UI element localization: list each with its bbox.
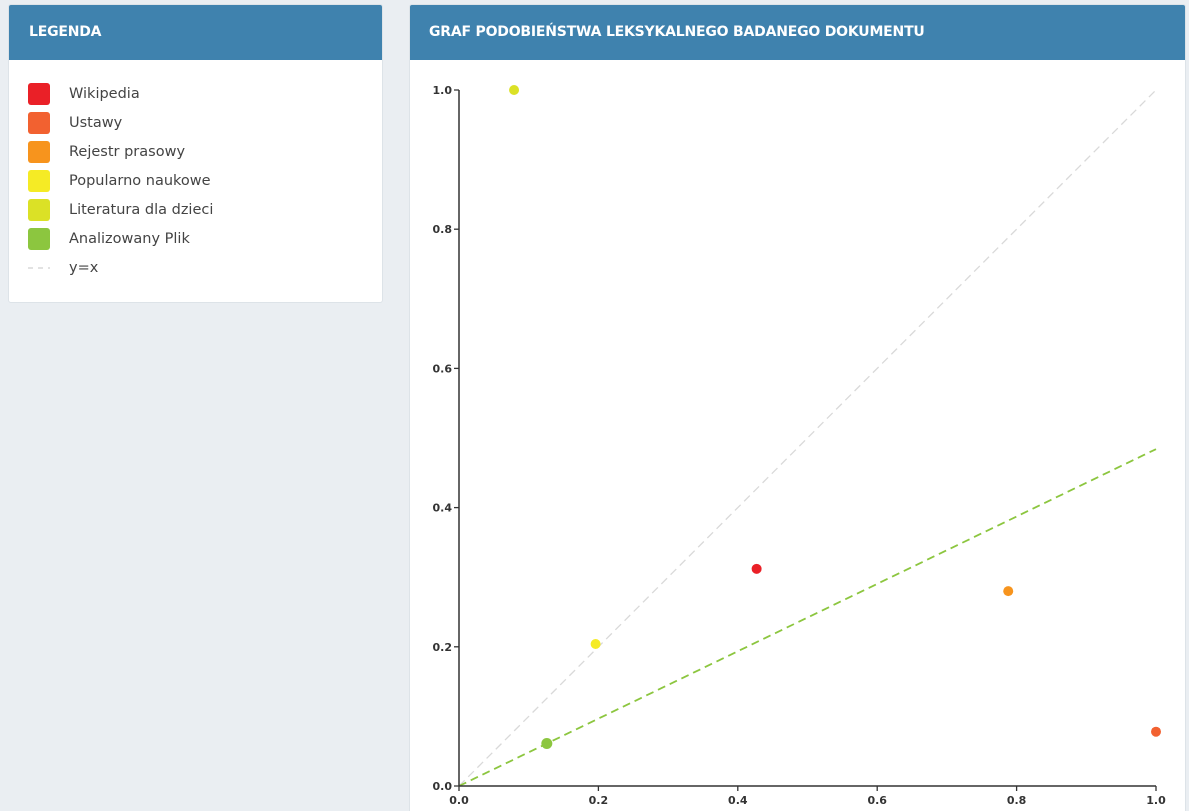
legend-item: Analizowany Plik: [28, 224, 382, 253]
legend-list: Wikipedia Ustawy Rejestr prasowy Popularno …: [9, 60, 382, 282]
x-tick-label: 0.2: [589, 794, 609, 807]
legend-dashed-line-swatch: [28, 257, 50, 279]
legend-item-label: Popularno naukowe: [69, 172, 211, 189]
legend-item: Rejestr prasowy: [28, 137, 382, 166]
data-point: [541, 738, 553, 750]
scatter-chart: 0.0 0.2 0.4 0.6 0.8 1.0 0.0 0.2 0.4 0.6 0.8 1.0: [433, 84, 1167, 807]
legend-item: Literatura dla dzieci: [28, 195, 382, 224]
legend-item: Wikipedia: [28, 79, 382, 108]
x-tick-label: 0.6: [867, 794, 887, 807]
legend-color-swatch: [28, 111, 50, 134]
legend-item-label: Analizowany Plik: [69, 230, 190, 247]
x-tick-label: 1.0: [1146, 794, 1166, 807]
y-tick-label: 1.0: [433, 84, 453, 97]
legend-item-label: Rejestr prasowy: [69, 143, 186, 160]
x-tick-label: 0.4: [728, 794, 748, 807]
legend-title: LEGENDA: [9, 5, 382, 60]
x-tick-label: 0.8: [1007, 794, 1027, 807]
identity-line: [458, 89, 1157, 787]
legend-item: y=x: [28, 253, 382, 282]
y-tick-label: 0.4: [433, 502, 453, 515]
legend-item: Ustawy: [28, 108, 382, 137]
legend-color-swatch: [28, 169, 50, 192]
legend-item-label: y=x: [69, 259, 99, 276]
legend-color-swatch: [28, 82, 50, 105]
y-tick-label: 0.8: [433, 223, 453, 236]
trend-line: [458, 448, 1157, 787]
x-tick-label: 0.0: [449, 794, 469, 807]
legend-item: Popularno naukowe: [28, 166, 382, 195]
data-point: [751, 563, 762, 574]
y-tick-label: 0.0: [433, 780, 453, 793]
data-point: [590, 639, 601, 650]
graph-title: GRAF PODOBIEŃSTWA LEKSYKALNEGO BADANEGO …: [410, 5, 1185, 60]
legend-color-swatch: [28, 140, 50, 163]
legend-color-swatch: [28, 198, 50, 221]
graph-panel: GRAF PODOBIEŃSTWA LEKSYKALNEGO BADANEGO …: [409, 4, 1186, 811]
legend-item-label: Literatura dla dzieci: [69, 201, 214, 218]
data-point: [1003, 586, 1014, 597]
y-tick-label: 0.6: [433, 362, 453, 375]
legend-color-swatch: [28, 227, 50, 250]
y-tick-label: 0.2: [433, 641, 453, 654]
data-point: [509, 85, 520, 95]
legend-item-label: Wikipedia: [69, 85, 140, 102]
legend-panel: LEGENDA Wikipedia Ustawy Rejestr prasowy Po…: [8, 4, 383, 303]
data-point: [1151, 726, 1161, 737]
legend-item-label: Ustawy: [69, 114, 123, 131]
